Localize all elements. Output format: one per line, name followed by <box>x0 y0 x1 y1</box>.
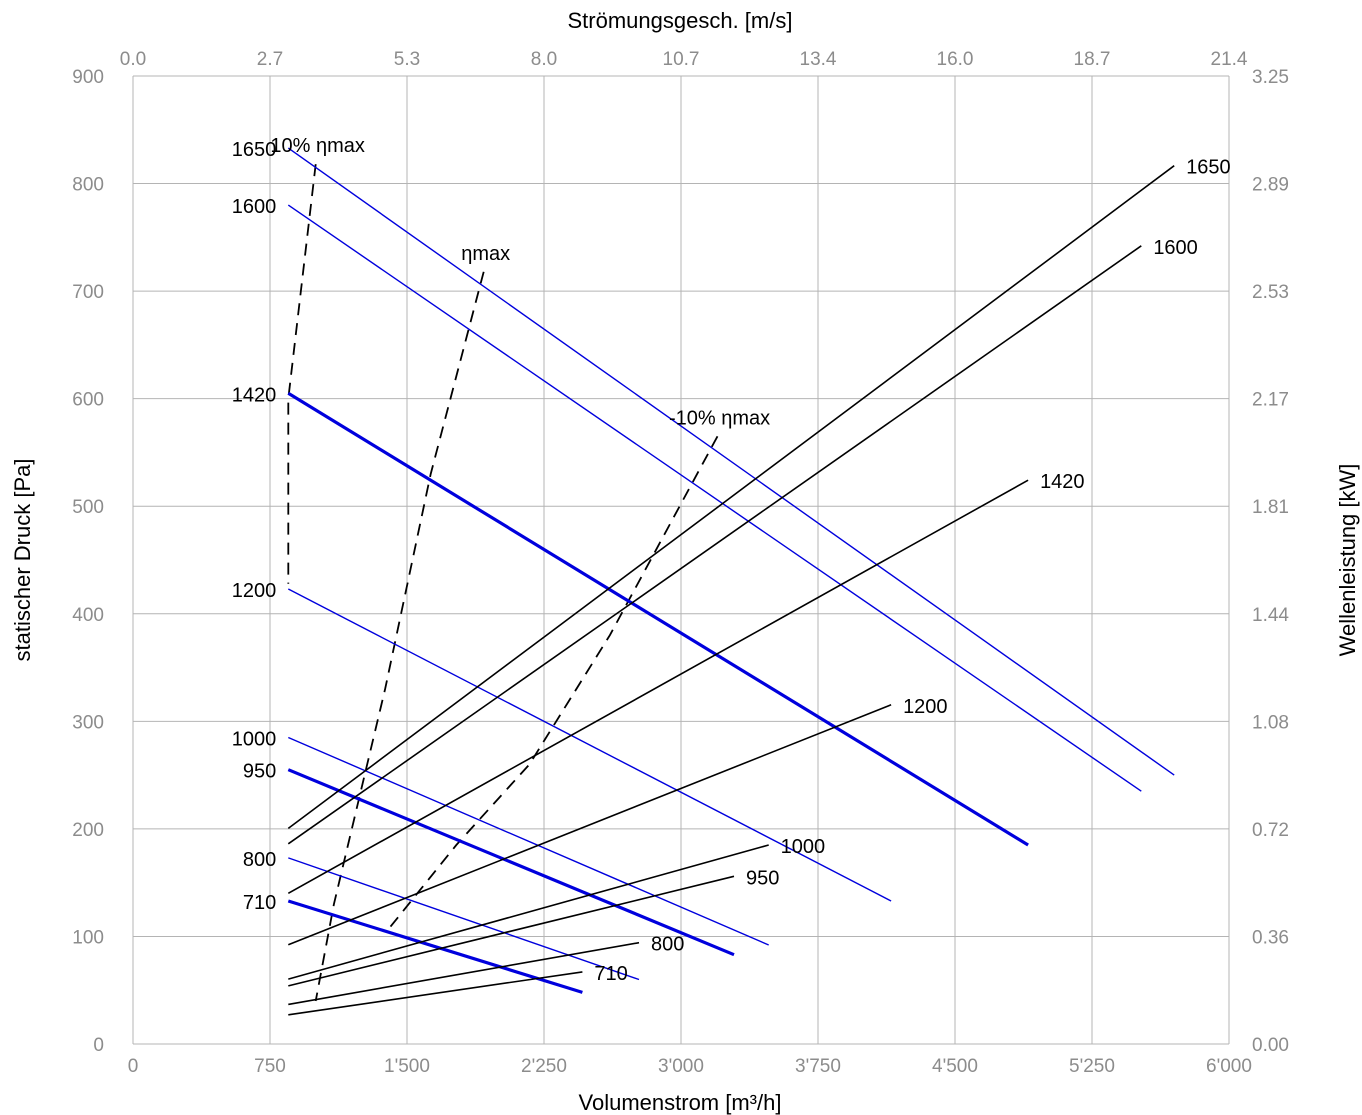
x2-tick-label: 16.0 <box>937 49 974 70</box>
efficiency-curve <box>386 435 719 932</box>
power-curve <box>287 245 1142 845</box>
x-tick-label: 0 <box>128 1056 139 1077</box>
power-curves <box>287 165 1175 1016</box>
pressure-curve <box>287 899 583 994</box>
power-curve-label: 1420 <box>1040 471 1085 493</box>
x-tick-label: 2'250 <box>521 1056 567 1077</box>
efficiency-curve-label: 10% ηmax <box>270 135 365 157</box>
power-curve-label: 1650 <box>1186 157 1231 179</box>
power-curve-label: 1200 <box>903 696 948 718</box>
pressure-curve-label: 1600 <box>232 196 277 218</box>
power-curve-label: 710 <box>594 963 627 985</box>
x2-tick-label: 21.4 <box>1211 49 1248 70</box>
efficiency-curve <box>314 271 485 1002</box>
x2-axis-title: Strömungsgesch. [m/s] <box>568 8 793 33</box>
power-curve <box>288 704 892 946</box>
power-curve-label: 950 <box>746 867 779 889</box>
x-tick-label: 3'750 <box>795 1056 841 1077</box>
x-axis-title: Volumenstrom [m³/h] <box>579 1090 782 1115</box>
pressure-curve-label: 1650 <box>232 139 277 161</box>
pressure-curve <box>287 147 1175 776</box>
x-tick-label: 3'000 <box>658 1056 704 1077</box>
power-curve-label: 1000 <box>781 836 826 858</box>
pressure-curve-label: 1000 <box>232 728 277 750</box>
y-tick-label: 100 <box>72 927 104 948</box>
y2-tick-label: 0.00 <box>1252 1035 1289 1056</box>
pressure-curve <box>287 204 1142 792</box>
power-curve <box>288 844 769 980</box>
y2-tick-label: 2.53 <box>1252 282 1289 303</box>
y2-axis-title: Wellenleistung [kW] <box>1335 464 1360 657</box>
power-curve <box>288 971 583 1016</box>
y2-tick-label: 1.81 <box>1252 497 1289 518</box>
power-curve <box>288 941 640 1006</box>
pressure-curve <box>287 588 892 902</box>
y-tick-label: 900 <box>72 67 104 88</box>
power-curve-label: 800 <box>651 934 684 956</box>
y2-tick-label: 1.44 <box>1252 605 1289 626</box>
x2-tick-label: 8.0 <box>531 49 557 70</box>
x-tick-label: 750 <box>254 1056 286 1077</box>
efficiency-curve-label: -10% ηmax <box>669 407 770 429</box>
power-curve <box>287 479 1029 894</box>
pressure-curve-label: 1420 <box>232 384 277 406</box>
pressure-curves <box>287 147 1175 994</box>
y2-tick-label: 3.25 <box>1252 67 1289 88</box>
y2-tick-label: 1.08 <box>1252 712 1289 733</box>
y-tick-label: 800 <box>72 175 104 196</box>
curve-labels: 1650160014201200100095080071016501600142… <box>232 135 1231 985</box>
y2-tick-label: 0.72 <box>1252 820 1289 841</box>
power-curve <box>287 165 1175 830</box>
y-tick-label: 200 <box>72 820 104 841</box>
y-tick-label: 600 <box>72 390 104 411</box>
pressure-curve-label: 950 <box>243 761 276 783</box>
x-tick-label: 1'500 <box>384 1056 430 1077</box>
x2-tick-label: 2.7 <box>257 49 283 70</box>
x-tick-label: 6'000 <box>1206 1056 1252 1077</box>
x2-tick-label: 0.0 <box>120 49 146 70</box>
pressure-curve <box>287 768 735 957</box>
efficiency-curve-label: ηmax <box>461 243 510 265</box>
x2-tick-label: 10.7 <box>663 49 700 70</box>
grid <box>132 75 1230 1045</box>
pressure-curve <box>288 857 640 981</box>
x2-tick-label: 13.4 <box>800 49 837 70</box>
x2-tick-label: 5.3 <box>394 49 420 70</box>
y-tick-label: 0 <box>93 1035 104 1056</box>
x2-tick-label: 18.7 <box>1074 49 1111 70</box>
y-tick-label: 500 <box>72 497 104 518</box>
x-tick-label: 4'500 <box>932 1056 978 1077</box>
x-tick-label: 5'250 <box>1069 1056 1115 1077</box>
y2-tick-label: 0.36 <box>1252 927 1289 948</box>
power-curve-label: 1600 <box>1153 237 1198 259</box>
tick-labels: 0 750 1'500 2'250 3'000 3'750 4'500 5'250 6'0000… <box>72 49 1289 1077</box>
y-tick-label: 700 <box>72 282 104 303</box>
y-tick-label: 400 <box>72 605 104 626</box>
y2-tick-label: 2.89 <box>1252 175 1289 196</box>
pressure-curve-label: 1200 <box>232 580 277 602</box>
efficiency-curves <box>287 164 719 1002</box>
efficiency-curve <box>287 164 317 584</box>
pressure-curve <box>288 736 769 946</box>
y-axis-title: statischer Druck [Pa] <box>10 459 35 662</box>
pressure-curve-label: 800 <box>243 849 276 871</box>
power-curve <box>288 875 735 987</box>
pressure-curve <box>287 391 1029 847</box>
y-tick-label: 300 <box>72 712 104 733</box>
y2-tick-label: 2.17 <box>1252 390 1289 411</box>
pressure-curve-label: 710 <box>243 892 276 914</box>
